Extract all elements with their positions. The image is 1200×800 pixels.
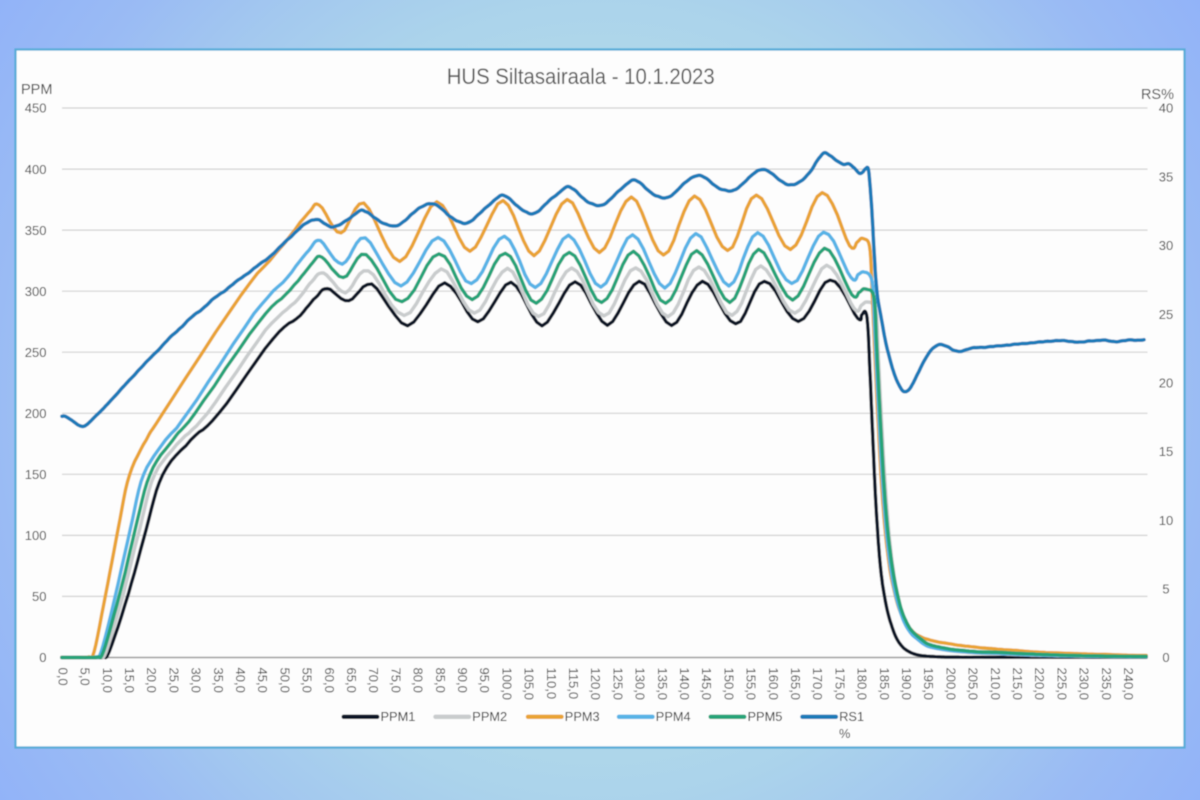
svg-text:50,0: 50,0 [277,668,292,693]
svg-text:90,0: 90,0 [455,668,470,693]
svg-text:235,0: 235,0 [1099,668,1114,701]
svg-text:85,0: 85,0 [433,668,448,693]
svg-text:185,0: 185,0 [877,668,892,701]
svg-text:175,0: 175,0 [832,668,847,701]
svg-text:250: 250 [25,345,47,360]
svg-text:30: 30 [1159,238,1173,253]
svg-text:PPM2: PPM2 [472,709,507,724]
svg-text:PPM: PPM [21,82,52,98]
svg-text:300: 300 [25,284,47,299]
svg-text:100,0: 100,0 [499,668,514,701]
svg-text:0: 0 [39,650,46,665]
svg-text:55,0: 55,0 [300,668,315,693]
svg-text:25: 25 [1159,307,1173,322]
svg-text:40,0: 40,0 [233,668,248,693]
svg-text:60,0: 60,0 [322,668,337,693]
svg-text:205,0: 205,0 [966,668,981,701]
svg-text:100: 100 [25,528,47,543]
svg-text:PPM1: PPM1 [381,709,416,724]
svg-text:200,0: 200,0 [943,668,958,701]
svg-text:20,0: 20,0 [144,668,159,693]
svg-text:230,0: 230,0 [1077,668,1092,701]
svg-text:HUS Siltasairaala - 10.1.2023: HUS Siltasairaala - 10.1.2023 [447,64,715,89]
svg-text:110,0: 110,0 [544,668,559,700]
svg-text:40: 40 [1159,101,1173,116]
svg-text:160,0: 160,0 [766,668,781,701]
svg-text:145,0: 145,0 [699,668,714,701]
svg-text:210,0: 210,0 [988,668,1003,701]
svg-text:5,0: 5,0 [78,668,93,686]
svg-text:35: 35 [1159,169,1173,184]
svg-text:240,0: 240,0 [1121,668,1136,701]
svg-text:PPM5: PPM5 [748,709,783,724]
svg-text:190,0: 190,0 [899,668,914,701]
svg-text:0,0: 0,0 [55,668,70,686]
svg-text:70,0: 70,0 [366,668,381,693]
svg-text:80,0: 80,0 [411,668,426,693]
svg-text:180,0: 180,0 [855,668,870,701]
svg-text:125,0: 125,0 [610,668,625,701]
svg-text:65,0: 65,0 [344,668,359,693]
svg-text:200: 200 [25,406,47,421]
svg-text:PPM4: PPM4 [656,709,691,724]
svg-text:95,0: 95,0 [477,668,492,693]
svg-text:%: % [839,726,850,741]
svg-text:350: 350 [25,223,47,238]
svg-text:140,0: 140,0 [677,668,692,701]
svg-text:0: 0 [1162,650,1169,665]
svg-text:215,0: 215,0 [1010,668,1025,701]
svg-text:RS1: RS1 [839,709,864,724]
svg-text:10,0: 10,0 [100,668,115,693]
svg-text:35,0: 35,0 [211,668,226,693]
svg-text:170,0: 170,0 [810,668,825,701]
svg-text:25,0: 25,0 [166,668,181,693]
svg-text:150: 150 [25,467,47,482]
svg-text:155,0: 155,0 [744,668,759,701]
svg-text:135,0: 135,0 [655,668,670,701]
svg-text:105,0: 105,0 [522,668,537,701]
svg-text:75,0: 75,0 [388,668,403,693]
svg-text:165,0: 165,0 [788,668,803,701]
svg-text:RS%: RS% [1141,87,1174,103]
svg-text:5: 5 [1162,582,1169,597]
svg-text:120,0: 120,0 [588,668,603,701]
svg-text:225,0: 225,0 [1054,668,1069,701]
svg-text:450: 450 [25,101,47,116]
svg-text:115,0: 115,0 [566,668,581,700]
svg-text:30,0: 30,0 [189,668,204,693]
svg-text:195,0: 195,0 [921,668,936,701]
svg-text:130,0: 130,0 [633,668,648,701]
svg-text:15: 15 [1159,444,1173,459]
svg-text:220,0: 220,0 [1032,668,1047,701]
svg-text:150,0: 150,0 [721,668,736,701]
svg-text:20: 20 [1159,375,1173,390]
svg-text:PPM3: PPM3 [565,709,600,724]
svg-text:10: 10 [1159,513,1173,528]
svg-text:15,0: 15,0 [122,668,137,693]
svg-text:400: 400 [25,162,47,177]
svg-text:45,0: 45,0 [255,668,270,693]
svg-text:50: 50 [32,589,46,604]
